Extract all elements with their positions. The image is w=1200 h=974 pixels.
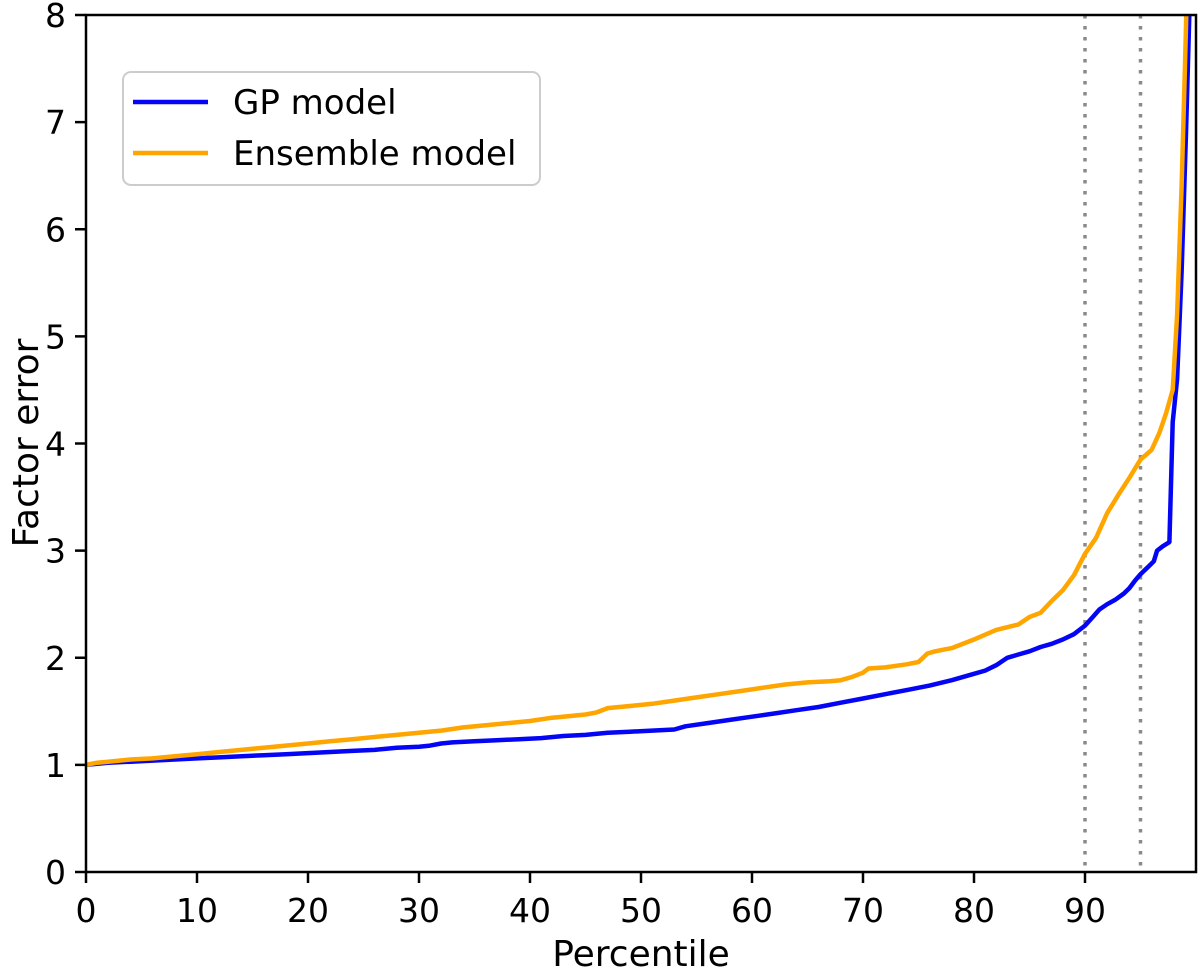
x-tick-label: 50 xyxy=(620,891,662,930)
y-tick-label: 7 xyxy=(45,103,66,142)
y-tick-label: 5 xyxy=(45,317,66,356)
y-tick-label: 3 xyxy=(45,532,66,571)
legend-label-ensemble-model: Ensemble model xyxy=(233,134,516,174)
y-tick-label: 4 xyxy=(45,425,66,464)
legend-label-gp-model: GP model xyxy=(233,83,397,123)
x-tick-label: 30 xyxy=(398,891,440,930)
legend-box xyxy=(122,71,541,186)
x-tick-label: 10 xyxy=(176,891,218,930)
x-tick-label: 40 xyxy=(509,891,551,930)
data-series xyxy=(86,15,1192,768)
percentile-marker-lines xyxy=(1083,15,1143,872)
y-axis-ticks: 0 1 2 3 4 5 6 7 8 xyxy=(45,0,86,892)
y-tick-label: 6 xyxy=(45,210,66,249)
legend: GP model Ensemble model xyxy=(122,71,541,186)
y-tick-label: 2 xyxy=(45,639,66,678)
x-axis-label: Percentile xyxy=(552,934,730,974)
x-tick-label: 20 xyxy=(287,891,329,930)
x-tick-label: 80 xyxy=(953,891,995,930)
x-tick-label: 90 xyxy=(1064,891,1106,930)
x-tick-label: 0 xyxy=(76,891,97,930)
series-line-ensemble-model xyxy=(86,15,1189,768)
x-axis-ticks: 0 10 20 30 40 50 60 70 80 90 xyxy=(76,872,1106,930)
series-line-gp-model xyxy=(86,15,1192,768)
y-tick-label: 0 xyxy=(45,853,66,892)
y-tick-label: 1 xyxy=(45,746,66,785)
y-axis-label: Factor error xyxy=(6,338,47,547)
y-tick-label: 8 xyxy=(45,0,66,35)
x-tick-label: 60 xyxy=(731,891,773,930)
x-tick-label: 70 xyxy=(842,891,884,930)
